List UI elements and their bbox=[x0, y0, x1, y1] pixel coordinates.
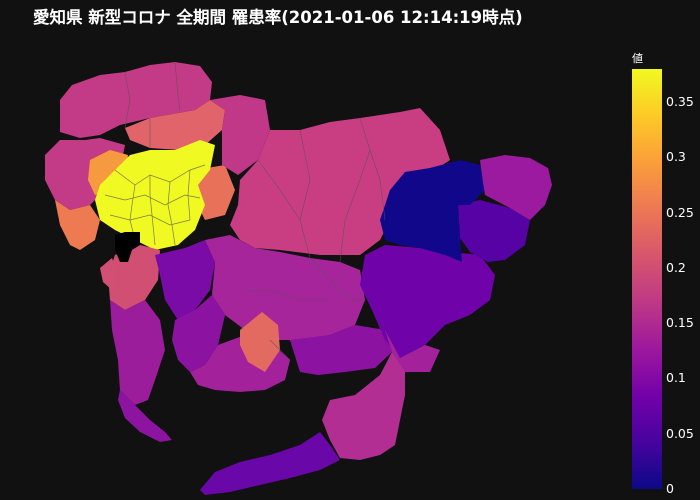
region-toei-area[interactable] bbox=[480, 155, 552, 220]
region-okazaki-area[interactable] bbox=[205, 235, 365, 340]
map-title: 愛知県 新型コロナ 全期間 罹患率(2021-01-06 12:14:19時点) bbox=[33, 8, 523, 27]
colorbar-tick: 0.3 bbox=[666, 149, 686, 165]
region-atsumi-peninsula[interactable] bbox=[200, 432, 340, 495]
nagoya-ward-borders bbox=[104, 164, 206, 246]
region-nagoya-core[interactable] bbox=[95, 140, 215, 250]
region-shitara-area[interactable] bbox=[380, 160, 485, 262]
region-small-orange[interactable] bbox=[240, 312, 280, 372]
region-kariya-area[interactable] bbox=[155, 240, 215, 320]
region-toyota-area[interactable] bbox=[230, 108, 450, 255]
region-shinshiro-area[interactable] bbox=[458, 200, 530, 262]
colorbar-tick: 0.15 bbox=[666, 315, 694, 331]
region-toyohashi-east[interactable] bbox=[385, 330, 440, 372]
region-chita-tip[interactable] bbox=[118, 390, 172, 442]
region-central-small[interactable] bbox=[195, 165, 235, 220]
nagoya-port bbox=[115, 232, 140, 262]
colorbar-title: 値 bbox=[632, 52, 643, 65]
region-southwest-coast[interactable] bbox=[100, 258, 118, 290]
colorbar-tick: 0.05 bbox=[666, 425, 694, 441]
colorbar-tick: 0.1 bbox=[666, 370, 686, 386]
region-kasugai-area[interactable] bbox=[88, 150, 128, 195]
region-northwest-owari[interactable] bbox=[60, 62, 212, 138]
colorbar-tick: 0.35 bbox=[666, 94, 694, 110]
region-gamagori-area[interactable] bbox=[290, 325, 392, 375]
region-toyokawa-area[interactable] bbox=[360, 245, 495, 358]
region-hekinan-area[interactable] bbox=[172, 295, 225, 372]
colorbar-tick: 0 bbox=[666, 481, 674, 496]
region-borders bbox=[124, 61, 386, 361]
colorbar-gradient bbox=[632, 69, 662, 489]
colorbar-tick: 0.25 bbox=[666, 204, 694, 220]
region-toyohashi-area[interactable] bbox=[322, 352, 405, 460]
region-chita-south[interactable] bbox=[110, 300, 165, 405]
region-northeast-seto[interactable] bbox=[210, 95, 270, 175]
colorbar-tick: 0.2 bbox=[666, 259, 686, 275]
region-coastal-west[interactable] bbox=[55, 200, 100, 250]
